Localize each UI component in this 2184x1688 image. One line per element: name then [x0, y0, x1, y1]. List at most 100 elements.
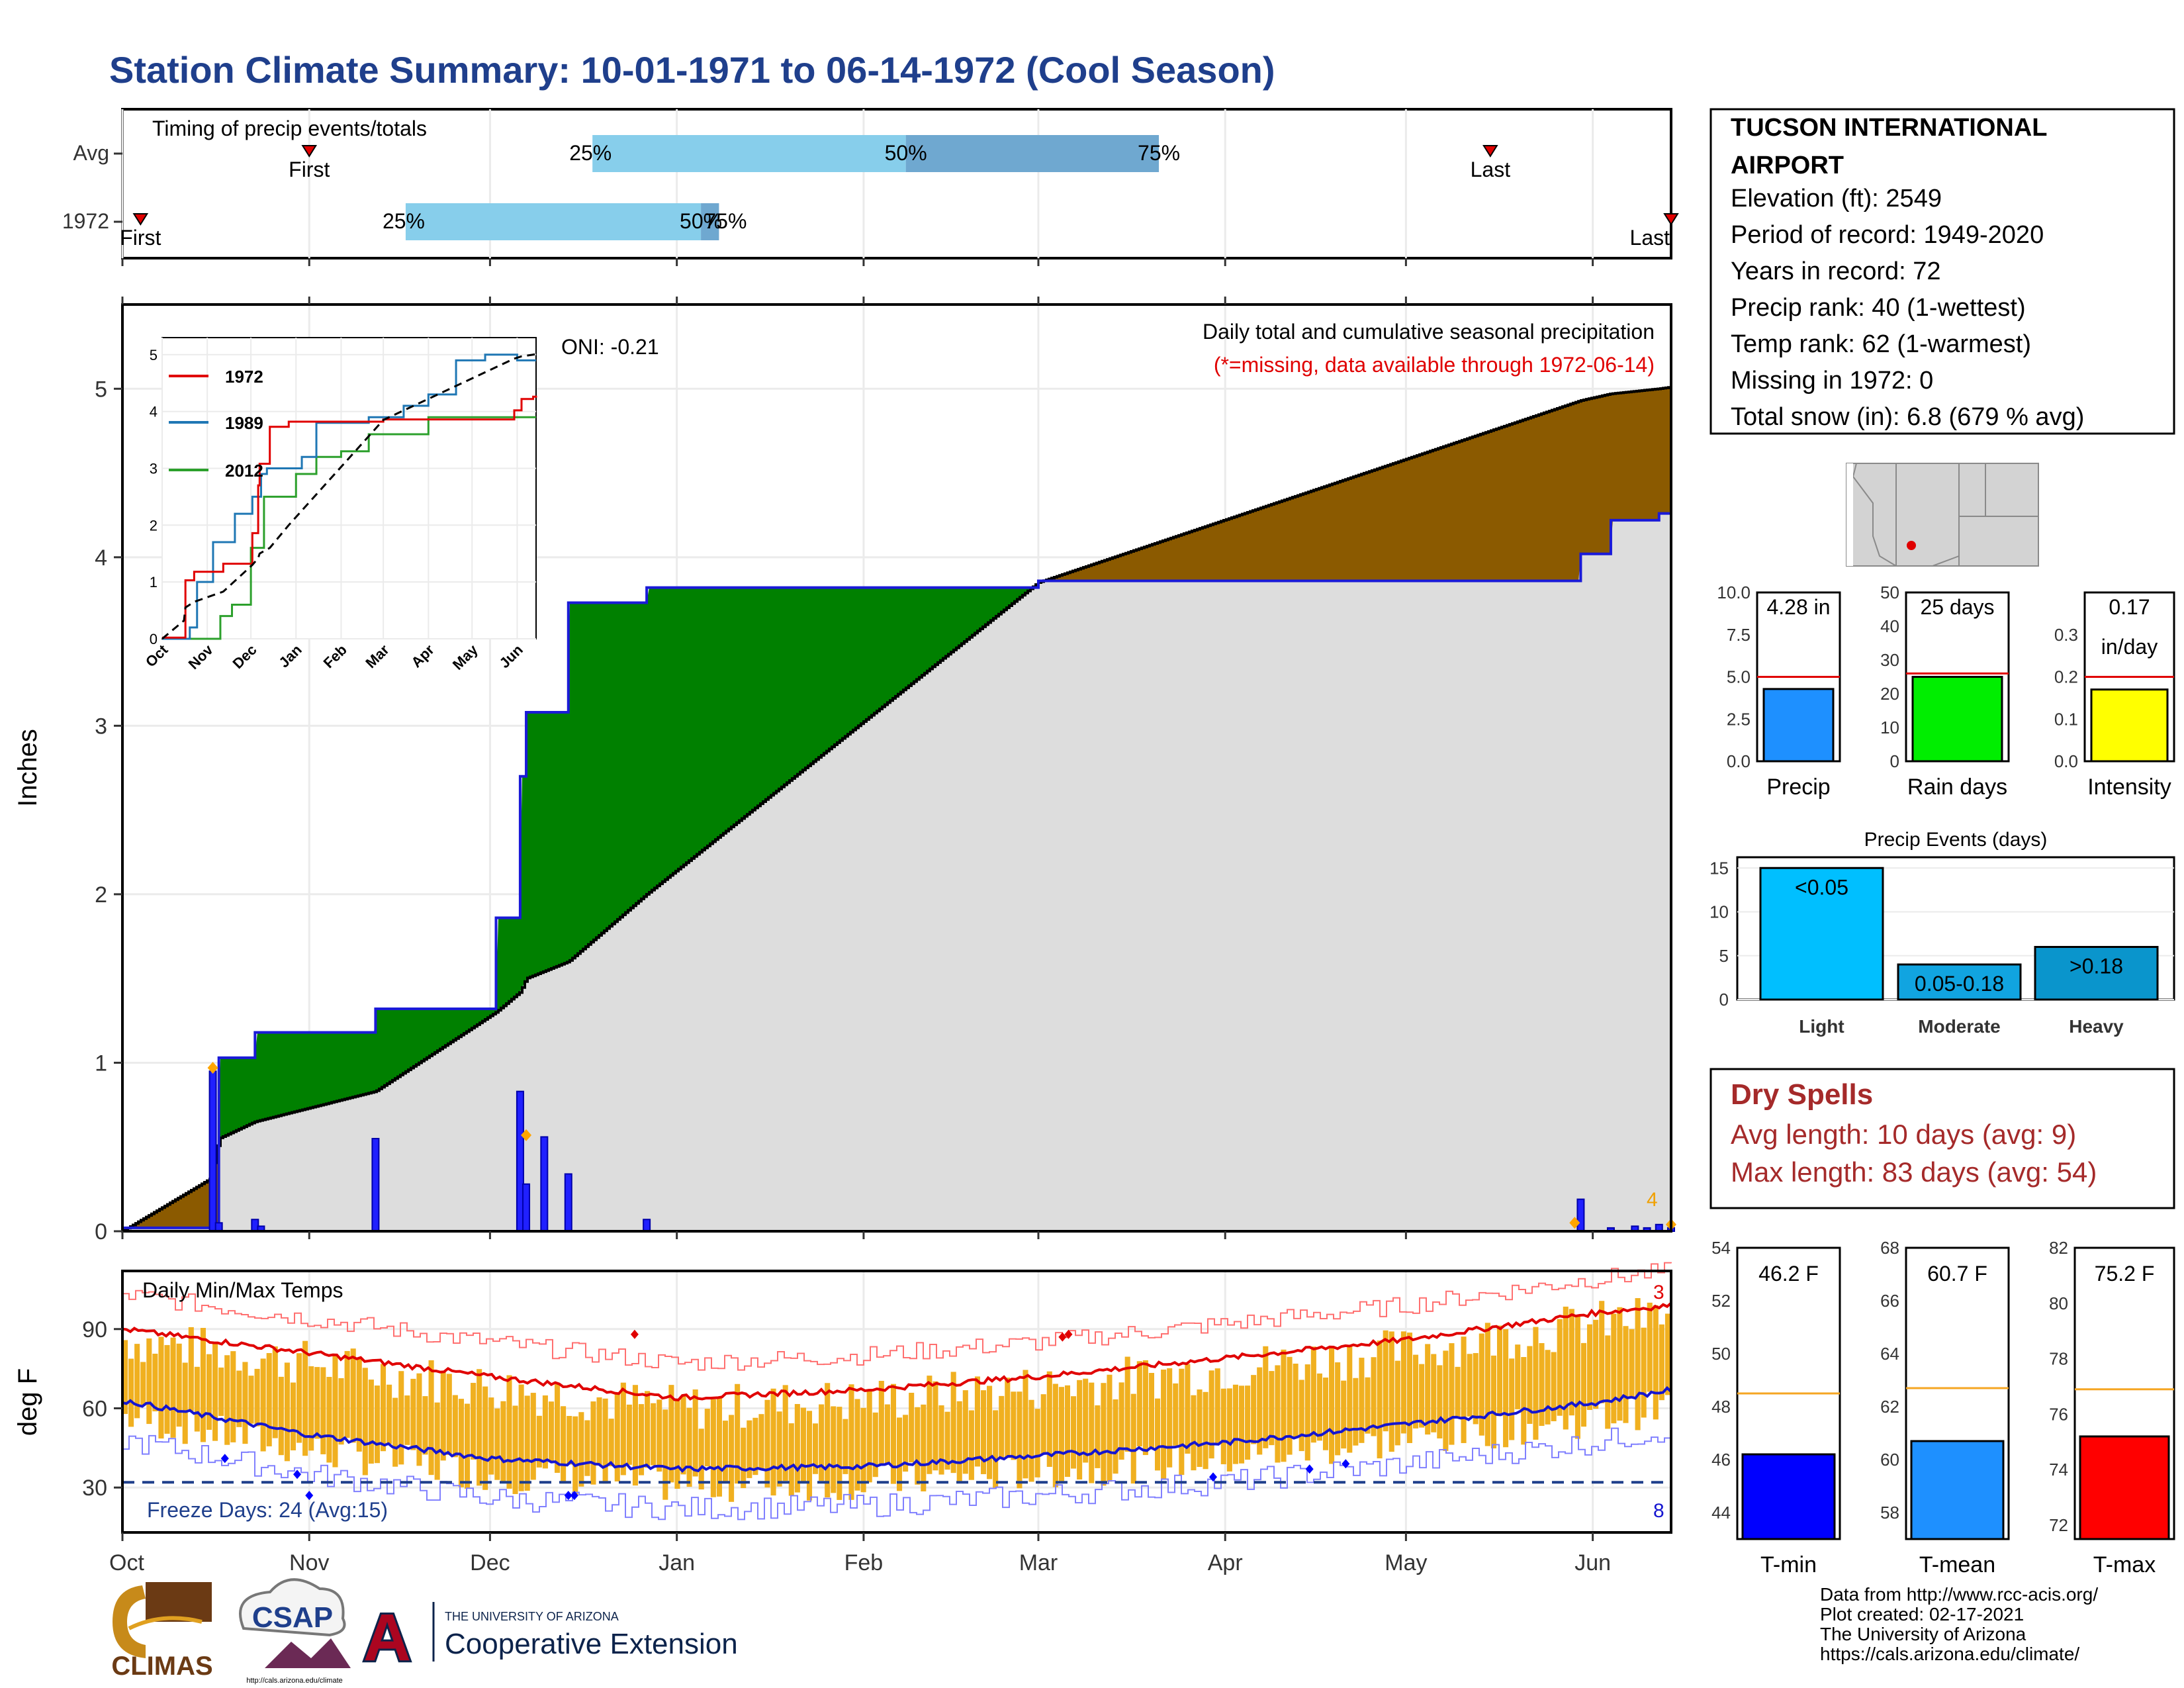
temp-summary-tick-label: 50	[1711, 1344, 1731, 1364]
temp-day-bar-171	[1148, 1372, 1154, 1449]
timing-bar-light-avg	[592, 135, 906, 172]
temp-summary-tick-label: 66	[1880, 1291, 1899, 1311]
timing-last-label-avg: Last	[1471, 158, 1511, 181]
temp-day-bar-185	[1232, 1384, 1238, 1464]
avg-tmax-line	[122, 1301, 1672, 1402]
temp-ytick-label-30: 30	[82, 1476, 107, 1501]
climas-logo-mark	[146, 1582, 212, 1622]
temp-record-marker-7	[570, 1491, 578, 1501]
temp-day-bar-122	[854, 1399, 860, 1491]
temp-day-bar-49	[416, 1373, 422, 1466]
summary-tick-label: 0.2	[2054, 667, 2078, 687]
temp-day-bar-25	[272, 1346, 278, 1438]
timing-bar-light-1972	[405, 203, 702, 240]
oni-label: ONI: -0.21	[561, 335, 659, 359]
summary-tick-label: 5.0	[1727, 667, 1751, 687]
temp-day-bar-130	[903, 1415, 909, 1472]
precip-panel: 0 1 2 3 4 5 Inches Daily total and cumulative…	[13, 303, 1676, 1244]
station-box-frame	[1709, 108, 2175, 435]
temp-day-bar-216	[1419, 1364, 1425, 1428]
temp-day-bar-48	[410, 1378, 416, 1450]
temp-summary-tick-label: 74	[2049, 1460, 2068, 1479]
temp-day-bar-114	[806, 1411, 813, 1501]
temp-day-bar-42	[374, 1385, 380, 1464]
temp-day-bar-203	[1341, 1380, 1347, 1449]
temp-day-bar-102	[735, 1383, 741, 1484]
temp-day-bar-243	[1580, 1342, 1587, 1427]
map-state-shapes	[1846, 463, 2038, 567]
temp-day-bar-166	[1118, 1382, 1124, 1460]
temp-day-bar-220	[1443, 1350, 1449, 1451]
temp-day-bar-116	[819, 1404, 825, 1481]
temp-day-bar-104	[747, 1420, 752, 1478]
temp-day-bar-127	[884, 1404, 890, 1465]
temp-day-bar-76	[578, 1412, 584, 1487]
csap-logo: CSAP http://cals.arizona.edu/climate	[239, 1578, 351, 1685]
temp-day-bar-214	[1406, 1333, 1412, 1443]
temp-day-bar-83	[620, 1382, 626, 1476]
temp-day-bar-2	[134, 1344, 140, 1419]
temp-day-bar-237	[1545, 1350, 1551, 1425]
events-bar-heavy	[2034, 946, 2159, 1001]
temp-day-bar-240	[1563, 1306, 1569, 1430]
temp-day-bar-155	[1052, 1383, 1058, 1487]
temp-day-bar-30	[302, 1340, 308, 1456]
temp-day-bar-207	[1365, 1377, 1371, 1434]
daily-precip-bar-7	[540, 1136, 549, 1233]
csap-logo-text: CSAP	[252, 1601, 333, 1634]
timing-bar-dark-1972	[701, 203, 719, 240]
temp-summary-tick-label: 44	[1711, 1503, 1731, 1523]
inset-line-1972	[162, 395, 537, 639]
inset-line-2012	[162, 416, 536, 640]
temp-day-bar-14	[206, 1354, 212, 1430]
temp-day-bar-53	[440, 1370, 446, 1461]
temp-summary-tick-label: 54	[1711, 1238, 1731, 1258]
map-frame	[1846, 463, 2039, 567]
temp-day-bar-81	[608, 1419, 614, 1467]
temp-day-bar-147	[1005, 1378, 1011, 1458]
temp-day-bar-170	[1142, 1360, 1148, 1456]
temp-day-bar-112	[794, 1404, 800, 1493]
daily-precip-bar-10	[1576, 1198, 1585, 1232]
temp-day-bar-8	[170, 1337, 176, 1438]
temp-day-bar-73	[561, 1406, 567, 1484]
month-label-nov: Nov	[289, 1550, 329, 1575]
summary-tick-label: 0.0	[1727, 751, 1751, 771]
timing-grid	[121, 109, 1594, 258]
temp-day-bar-194	[1287, 1356, 1293, 1455]
temp-day-bar-105	[752, 1417, 758, 1476]
month-label-jun: Jun	[1574, 1550, 1611, 1575]
inset-ytick-label-4: 4	[150, 404, 158, 420]
temp-day-bar-79	[596, 1397, 602, 1466]
temp-day-bar-70	[542, 1395, 548, 1469]
timing-last-label-1972: Last	[1630, 226, 1670, 250]
temp-day-bar-165	[1113, 1399, 1118, 1474]
record-low-line	[122, 1421, 1672, 1521]
temp-day-bar-149	[1017, 1391, 1023, 1489]
temp-day-bar-191	[1269, 1371, 1275, 1446]
temp-day-bar-146	[999, 1395, 1005, 1459]
temp-day-bar-106	[758, 1414, 764, 1469]
temp-day-bar-202	[1335, 1362, 1341, 1456]
temp-record-marker-0	[630, 1329, 639, 1339]
temp-day-bar-10	[182, 1362, 188, 1444]
timing-bar-dark-avg	[905, 135, 1160, 172]
temp-day-bar-251	[1629, 1329, 1635, 1397]
temp-summary-label-t-max: T-max	[2093, 1552, 2156, 1577]
temp-panel-title: Daily Min/Max Temps	[142, 1278, 343, 1302]
temp-ytick-label-60: 60	[82, 1396, 107, 1421]
temp-record-marker-1	[1058, 1332, 1067, 1342]
temp-day-bar-33	[320, 1367, 326, 1454]
temp-day-bar-4	[146, 1338, 152, 1425]
temp-day-bar-60	[482, 1386, 488, 1490]
temp-day-bar-12	[194, 1366, 200, 1432]
temp-day-bar-65	[512, 1405, 518, 1495]
station-years: Years in record: 72	[1731, 258, 1941, 285]
temp-day-bar-91	[668, 1385, 674, 1483]
temp-day-bar-150	[1023, 1370, 1028, 1479]
temp-day-bar-84	[626, 1404, 632, 1465]
temp-day-bar-92	[674, 1401, 680, 1489]
dry-spells-max: Max length: 83 days (avg: 54)	[1731, 1156, 2097, 1188]
temp-right-bottom: 8	[1653, 1500, 1664, 1522]
temp-day-bar-211	[1388, 1331, 1394, 1452]
